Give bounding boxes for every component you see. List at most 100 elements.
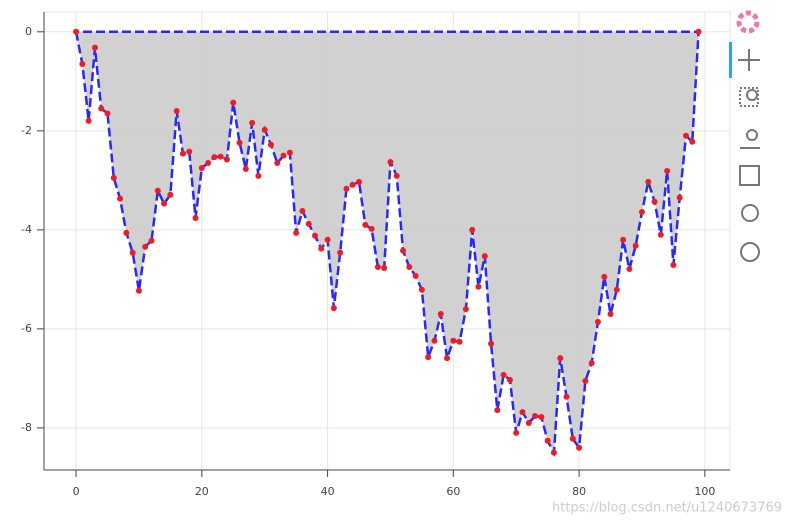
point: [387, 159, 394, 166]
point: [576, 444, 583, 451]
wheel-zoom-tool[interactable]: [740, 129, 760, 149]
point: [664, 167, 671, 174]
point: [469, 226, 476, 233]
point: [236, 139, 243, 146]
point: [79, 60, 86, 67]
point: [261, 126, 268, 133]
point: [349, 181, 356, 188]
point: [406, 263, 413, 270]
point: [230, 99, 237, 106]
point: [381, 264, 388, 271]
point: [223, 156, 230, 163]
point: [286, 149, 293, 156]
y-tick-label: -6: [21, 322, 32, 335]
point: [280, 152, 287, 159]
point: [638, 209, 645, 216]
point: [324, 236, 331, 243]
point: [267, 141, 274, 148]
point: [594, 318, 601, 325]
point: [255, 172, 262, 179]
x-tick-label: 60: [446, 485, 460, 498]
point: [186, 148, 193, 155]
point: [148, 237, 155, 244]
point: [557, 355, 564, 362]
point: [506, 376, 513, 383]
point: [431, 337, 438, 344]
point: [494, 407, 501, 414]
point: [525, 419, 532, 426]
reset-tool[interactable]: [741, 204, 759, 222]
point: [682, 132, 689, 139]
x-tick-label: 0: [73, 485, 80, 498]
point: [412, 272, 419, 279]
point: [544, 437, 551, 444]
point: [645, 178, 652, 185]
point: [569, 435, 576, 442]
point: [123, 229, 130, 236]
area: [76, 31, 699, 453]
point: [651, 198, 658, 205]
logo[interactable]: [736, 10, 760, 34]
box-zoom-tool[interactable]: [739, 87, 759, 107]
point: [318, 245, 325, 252]
point: [192, 214, 199, 221]
point: [601, 273, 608, 280]
x-tick-label: 20: [195, 485, 209, 498]
point: [154, 187, 161, 194]
point: [538, 414, 545, 421]
x-tick-label: 80: [572, 485, 586, 498]
y-tick-label: 0: [25, 25, 32, 38]
save-tool[interactable]: [739, 165, 760, 186]
point: [519, 409, 526, 416]
point: [368, 225, 375, 232]
point: [613, 286, 620, 293]
point: [481, 253, 488, 260]
point: [129, 249, 136, 256]
point: [305, 220, 312, 227]
point: [462, 306, 469, 313]
point: [437, 311, 444, 318]
point: [217, 153, 224, 160]
point: [550, 449, 557, 456]
point: [620, 236, 627, 243]
point: [670, 262, 677, 269]
point: [299, 208, 306, 215]
point: [676, 194, 683, 201]
point: [211, 154, 218, 161]
point: [343, 185, 350, 192]
point: [362, 221, 369, 228]
point: [657, 231, 664, 238]
point: [167, 191, 174, 198]
point: [135, 287, 142, 294]
pan-tool[interactable]: [738, 49, 760, 71]
point: [563, 393, 570, 400]
point: [607, 311, 614, 318]
point: [374, 263, 381, 270]
point: [142, 243, 149, 250]
point: [513, 429, 520, 436]
point: [98, 105, 105, 112]
help-tool[interactable]: [740, 242, 760, 262]
toolbar: [729, 10, 760, 262]
point: [205, 160, 212, 167]
point: [173, 108, 180, 115]
point: [312, 232, 319, 239]
point: [488, 340, 495, 347]
point: [85, 117, 92, 124]
point: [356, 178, 363, 185]
x-tick-label: 100: [694, 485, 715, 498]
y-tick-label: -8: [21, 421, 32, 434]
point: [695, 28, 702, 35]
point: [161, 200, 168, 207]
point: [400, 247, 407, 254]
point: [444, 355, 451, 362]
point: [91, 44, 98, 51]
point: [249, 119, 256, 126]
point: [532, 413, 539, 420]
point: [626, 265, 633, 272]
point: [425, 354, 432, 361]
point: [330, 305, 337, 312]
x-tick-label: 40: [321, 485, 335, 498]
point: [293, 229, 300, 236]
